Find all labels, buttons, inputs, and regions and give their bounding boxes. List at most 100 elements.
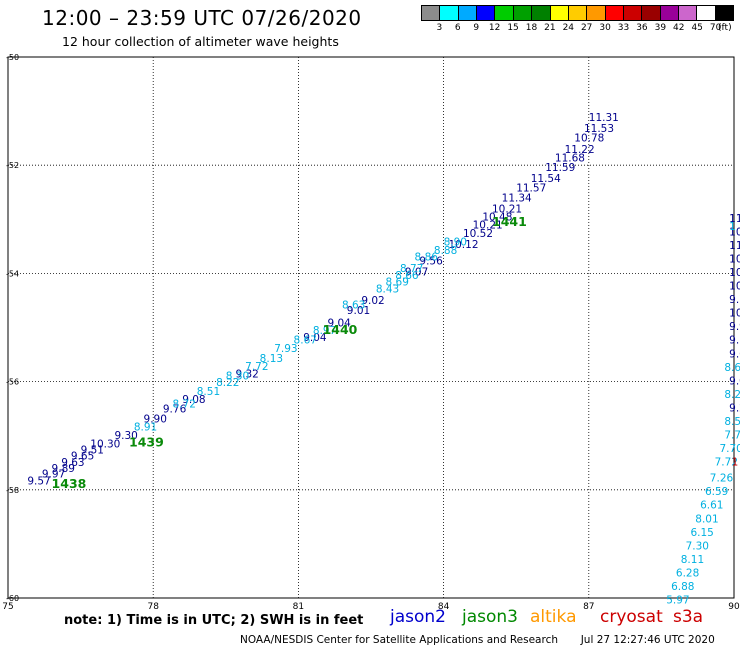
swh-jason2-label: 10.21 [492, 203, 522, 215]
swh-jason2-label: 9.51 [81, 445, 104, 457]
swh-jason3-label: 7.76 [724, 429, 740, 441]
swh-jason3-label: 8.11 [681, 554, 704, 566]
swh-jason3-label: 8.51 [197, 386, 220, 398]
swh-jason3-label: 8.88 [434, 245, 457, 257]
swh-jason2-label: 10.5 [729, 308, 740, 320]
swh-jason3-label: 8.86 [415, 251, 439, 263]
swh-jason3-label: 8.91 [134, 421, 157, 433]
y-tick-label: -60 [6, 594, 19, 603]
legend-swatch [568, 6, 588, 20]
swh-jason3-label: 8.77 [400, 263, 423, 275]
swh-jason3-label: 7.93 [274, 343, 297, 355]
swh-jason3-label: 8.69 [386, 276, 409, 288]
swh-jason2-label: 9.09 [729, 375, 740, 387]
swh-jason2-label: 9.76 [163, 403, 187, 415]
time-annotation: 1438 [52, 476, 87, 491]
swh-jason2-label: 9.7 [729, 294, 740, 306]
legend-swatch [458, 6, 478, 20]
legend-swatch [623, 6, 643, 20]
time-annotation: 1440 [323, 322, 358, 337]
legend-label: (ft) [718, 23, 732, 33]
legend-swatch [642, 6, 661, 20]
swh-jason3-label: 7.70 [719, 443, 740, 455]
legend-swatch [513, 6, 533, 20]
swh-jason2-label: 9.56 [419, 256, 443, 268]
swh-jason2-label: 10.30 [90, 439, 120, 451]
swh-jason2-label: 9.63 [61, 457, 84, 469]
swh-jason2-label: 9.57 [27, 475, 50, 487]
swh-jason2-label: 10.78 [574, 132, 604, 144]
legend-swatch [697, 6, 716, 20]
satellite-label-s3a: s3a [673, 607, 704, 627]
swh-jason3-label: 1 [729, 221, 736, 233]
plot-frame [7, 56, 735, 599]
legend-label: 33 [617, 23, 630, 33]
footer: NOAA/NESDIS Center for Satellite Applica… [240, 634, 715, 646]
legend-swatch [440, 6, 459, 20]
swh-jason2-label: 10.8 [729, 281, 740, 293]
legend-label: 24 [562, 23, 575, 33]
swh-jason3-label: 8.66 [395, 270, 419, 282]
swh-jason3-label: 8.62 [724, 362, 740, 374]
map-title: 12:00 – 23:59 UTC 07/26/2020 [42, 6, 362, 30]
swh-jason2-label: 10.21 [473, 219, 503, 231]
swh-jason2-label: 9.62 [729, 348, 740, 360]
y-tick-label: -52 [6, 161, 19, 170]
legend-label: 12 [488, 23, 501, 33]
swh-jason2-label: 10.12 [448, 239, 478, 251]
swh-jason2-label: 11 [729, 213, 740, 225]
swh-cryosat-label: 1 [732, 456, 739, 468]
legend-swatch [715, 6, 734, 20]
swh-jason3-label: 8.30 [226, 370, 249, 382]
satellite-label-jason3: jason3 [462, 607, 518, 627]
swh-jason2-label: 11.54 [531, 173, 561, 185]
footer-timestamp: Jul 27 12:27:46 UTC 2020 [580, 634, 715, 646]
swh-jason3-label: 8.22 [724, 389, 740, 401]
legend-label: 27 [580, 23, 593, 33]
swh-jason3-label: 8.01 [695, 513, 718, 525]
swh-jason2-label: 9.94 [729, 321, 740, 333]
swh-jason3-label: 6.15 [690, 527, 713, 539]
swh-jason2-label: 10. [729, 254, 740, 266]
swh-jason2-label: 9.02 [361, 295, 384, 307]
swh-jason2-label: 10.48 [482, 211, 512, 223]
swh-jason3-label: 7.30 [686, 540, 709, 552]
x-tick-label: 90 [728, 602, 740, 612]
swh-jason3-label: 6.59 [705, 486, 728, 498]
legend-labels: 3 6 9 12 15 18 21 24 27 30 33 36 39 42 45 70 (ft) [421, 21, 734, 35]
swh-jason3-label: 8.67 [294, 335, 317, 347]
swh-jason3-label: 8.72 [173, 399, 196, 411]
legend-label: 9 [473, 23, 480, 33]
legend-label: 42 [673, 23, 685, 33]
x-tick-label: 84 [438, 602, 450, 612]
legend-label: 36 [636, 23, 648, 33]
swh-jason3-label: 7.72 [715, 456, 738, 468]
swh-jason2-label: 9.01 [347, 305, 370, 317]
legend-swatch [532, 6, 551, 20]
x-tick-label: 87 [583, 602, 594, 612]
swh-jason2-label: 11.53 [584, 123, 614, 135]
swh-jason2-label: 9.65 [71, 451, 94, 463]
swh-jason2-label: 10.52 [463, 228, 493, 240]
swh-jason3-label: 8.63 [342, 300, 365, 312]
note-text: note: 1) Time is in UTC; 2) SWH is in fe… [64, 613, 364, 628]
swh-jason2-label: 9.90 [144, 414, 167, 426]
x-tick-label: 78 [147, 602, 159, 612]
swh-jason2-label: 9.89 [52, 463, 75, 475]
y-tick-label: -58 [6, 486, 19, 495]
legend-swatch [422, 6, 441, 20]
swh-jason3-label: 6.28 [676, 567, 699, 579]
time-annotation: 1441 [492, 214, 527, 229]
legend-color-bar [421, 5, 734, 21]
swh-jason2-label: 11 [729, 240, 740, 252]
swh-jason3-label: 8.58 [724, 416, 740, 428]
satellite-label-altika: altika [530, 607, 577, 627]
color-legend: 3 6 9 12 15 18 21 24 27 30 33 36 39 42 45 70 (ft) [421, 5, 734, 35]
legend-swatch [495, 6, 514, 20]
swh-jason2-label: 11.68 [555, 152, 585, 164]
swh-jason3-label: 7.26 [710, 473, 734, 485]
swh-jason2-label: 11.22 [565, 144, 595, 156]
legend-swatch [605, 6, 624, 20]
swh-jason2-label: 11.34 [502, 192, 532, 204]
